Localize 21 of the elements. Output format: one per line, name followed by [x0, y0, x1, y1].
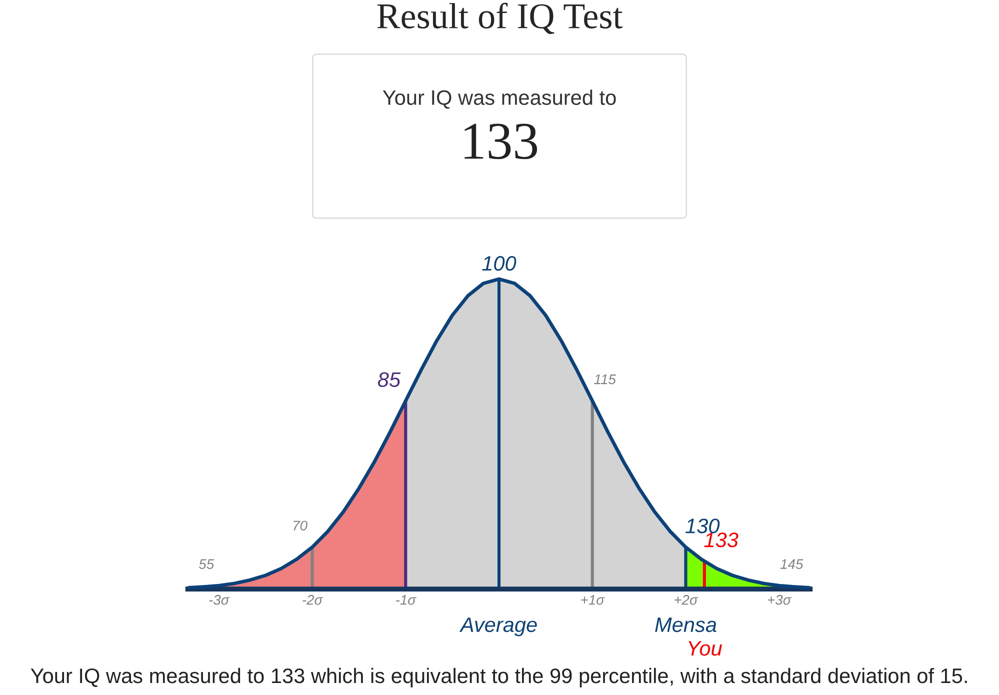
annotation: You [688, 641, 722, 656]
text: Your IQ was measured to 133 which is equivalent to the 99 percentile, with a standard deviation of 15. [30, 668, 967, 688]
annotation: 133 [704, 532, 738, 548]
annotation: 70 [293, 520, 308, 531]
annotation: 130 [686, 518, 720, 534]
x-tick-label: +1σ [581, 595, 605, 605]
annotation: 115 [594, 374, 616, 384]
annotation: 145 [780, 559, 804, 569]
text: 133 [464, 124, 538, 160]
annotation: Mensa [655, 618, 716, 632]
x-tick-label: -3σ [209, 594, 230, 605]
x-tick-label: +3σ [768, 594, 792, 605]
x-tick-label: -1σ [396, 595, 416, 605]
chart-title: Result of IQ Test [377, 2, 623, 34]
chart-subtitle: Your IQ was measured to [382, 90, 616, 109]
annotation: Average [459, 618, 537, 636]
x-tick-label: -2σ [302, 594, 324, 605]
annotation: 100 [482, 256, 516, 271]
annotation: 55 [198, 559, 214, 569]
annotation: 85 [378, 372, 401, 388]
x-tick-label: +2σ [674, 594, 698, 605]
